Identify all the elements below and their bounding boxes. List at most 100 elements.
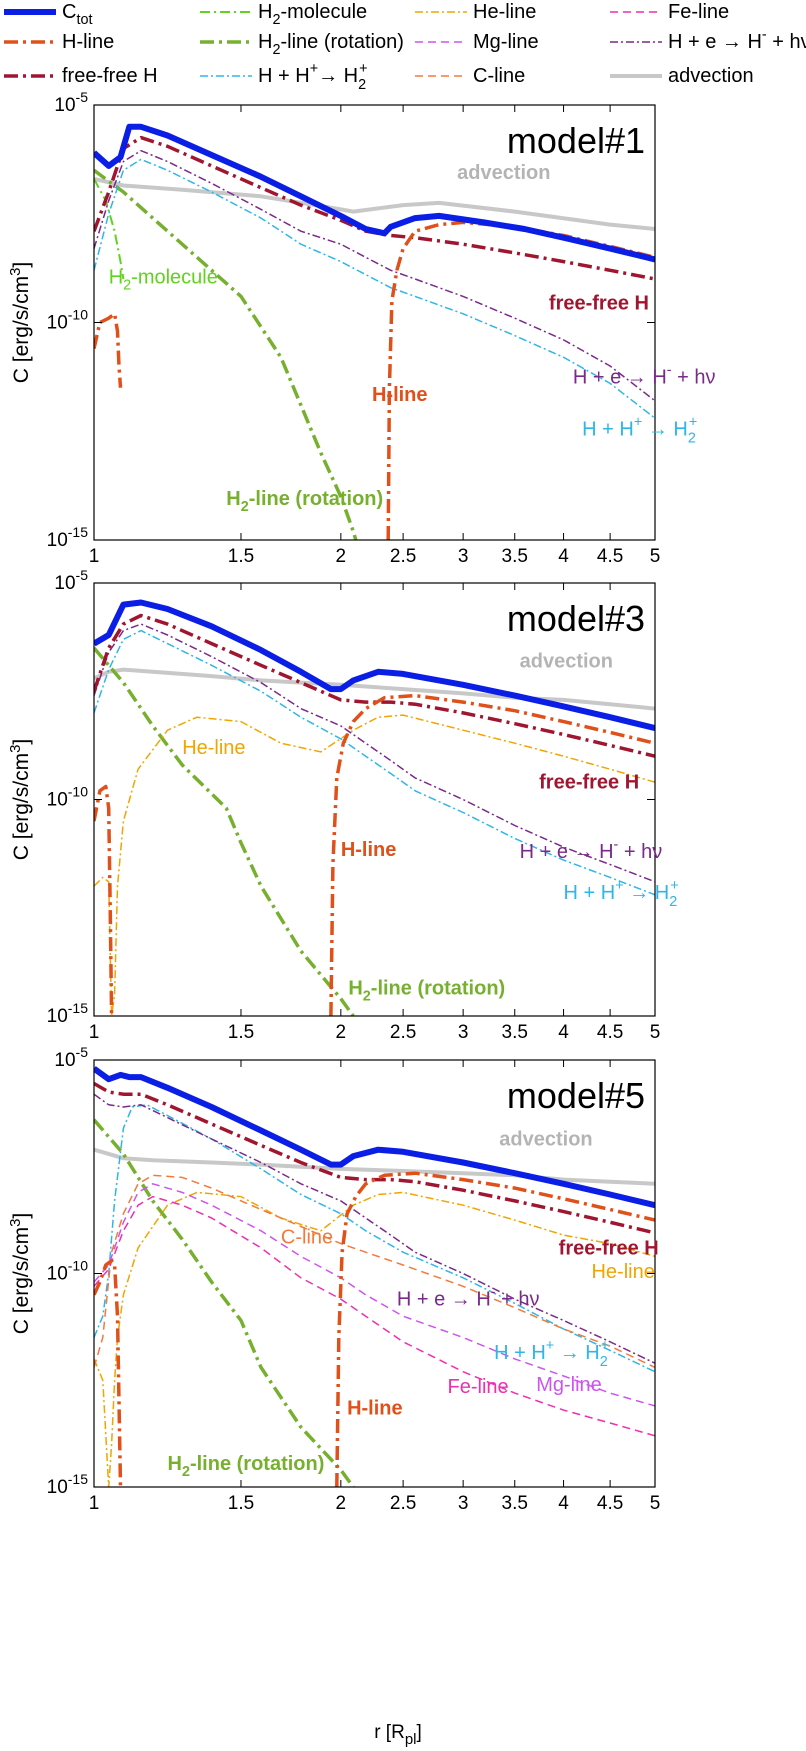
series-ffh	[94, 613, 655, 758]
legend-item-ctot: Ctot	[4, 1, 92, 28]
hline-text: H-line	[347, 1397, 403, 1419]
adv-text: advection	[457, 162, 550, 184]
x-tick-label: 3.5	[502, 1493, 528, 1514]
panel-title: model#3	[507, 598, 645, 639]
hminus-text: H + e → H- + hν	[520, 837, 663, 863]
series-adv	[94, 1147, 655, 1186]
x-tick-label: 4.5	[597, 1493, 623, 1514]
ctot-text: Ctot	[62, 1, 92, 28]
series-h2plus	[94, 1104, 655, 1373]
series-h2plus	[94, 629, 655, 896]
x-tick-label: 4.5	[597, 1022, 623, 1043]
legend-item-hminus: H + e → H- + hν	[610, 27, 806, 53]
h2rot-text: H2-line (rotation)	[226, 488, 383, 515]
x-tick-label: 2.5	[390, 1493, 416, 1514]
series-h2rot	[94, 646, 355, 1016]
legend-item-cline: C-line	[415, 65, 525, 87]
y-tick-label: 10-15	[47, 1000, 89, 1027]
legend-item-feline: Fe-line	[610, 1, 729, 23]
x-tick-label: 3.5	[502, 546, 528, 567]
series-group	[94, 123, 655, 540]
hline-text: H-line	[341, 839, 397, 861]
panel-model-2: 1 1.5 2 2.5 3 3.5 4 4.5 5 10-5 10-10 10-15 C [erg/s/…	[7, 567, 679, 1043]
heline-text: He-line	[182, 737, 245, 759]
series-ctot	[94, 599, 655, 732]
panel-title: model#1	[507, 120, 645, 161]
series-heline	[94, 714, 655, 1016]
x-tick-label: 2	[336, 1493, 347, 1514]
y-tick-label: 10-15	[47, 524, 89, 551]
x-tick-label: 5	[650, 546, 661, 567]
panel-model-1: 1 1.5 2 2.5 3 3.5 4 4.5 5 10-5 10-10 10-15 C [erg/s/…	[7, 89, 716, 567]
y-axis-label: C [erg/s/cm3]	[7, 1213, 33, 1335]
x-tick-label: 2.5	[390, 1022, 416, 1043]
legend-item-h2plus: H + H+→ H2+	[200, 61, 368, 93]
ffh-text: free-free H	[549, 292, 649, 314]
series-mgline	[94, 1183, 655, 1407]
x-tick-label: 1.5	[228, 1022, 254, 1043]
plot-frame	[93, 104, 656, 541]
series-feline	[94, 1195, 655, 1437]
x-tick-label: 2.5	[390, 546, 416, 567]
x-tick-label: 1.5	[228, 546, 254, 567]
legend-item-heline: He-line	[415, 1, 536, 23]
y-axis-label: C [erg/s/cm3]	[7, 739, 33, 861]
x-tick-label: 1	[89, 546, 100, 567]
h2mol-text: H2-molecule	[109, 266, 218, 293]
h2mol-text: H2-molecule	[258, 1, 367, 28]
x-tick-label: 4.5	[597, 546, 623, 567]
h2rot-text: H2-line (rotation)	[167, 1453, 324, 1480]
x-tick-label: 5	[650, 1493, 661, 1514]
y-tick-label: 10-5	[54, 89, 88, 116]
panel-title: model#5	[507, 1075, 645, 1116]
y-axis-label: C [erg/s/cm3]	[7, 262, 33, 384]
series-h2rot	[94, 1118, 355, 1487]
legend-item-h2rot: H2-line (rotation)	[200, 31, 404, 58]
y-tick-label: 10-10	[47, 784, 89, 811]
series-hline	[94, 1258, 123, 1487]
y-tick-label: 10-15	[47, 1471, 89, 1498]
series-ctot	[94, 123, 655, 263]
x-tick-label: 1	[89, 1493, 100, 1514]
panels: 1 1.5 2 2.5 3 3.5 4 4.5 5 10-5 10-10 10-15 C [erg/s/…	[7, 89, 716, 1514]
h2plus-text: H + H+→ H2+	[258, 61, 368, 93]
legend: Ctot H2-molecule He-line Fe-line H-line H2-li…	[4, 1, 806, 93]
y-tick-label: 10-10	[47, 1258, 89, 1285]
legend-item-ffh: free-free H	[4, 65, 158, 87]
x-tick-label: 5	[650, 1022, 661, 1043]
series-h2plus	[94, 158, 655, 419]
y-tick-label: 10-5	[54, 567, 88, 594]
series-adv	[94, 176, 655, 231]
series-h2rot	[94, 168, 358, 540]
ffh-text: free-free H	[539, 772, 639, 794]
x-axis-label: r [Rpl]	[374, 1722, 422, 1748]
x-tick-label: 3.5	[502, 1022, 528, 1043]
legend-item-adv: advection	[610, 65, 754, 87]
x-tick-label: 4	[558, 546, 569, 567]
h2rot-text: H2-line (rotation)	[258, 31, 404, 58]
x-tick-label: 2	[336, 1022, 347, 1043]
series-heline	[94, 1191, 655, 1487]
h2plus-text: H + H+ → H2+	[494, 1338, 609, 1370]
cline-text: C-line	[281, 1227, 333, 1249]
adv-text: advection	[499, 1128, 592, 1150]
ffh-text: free-free H	[559, 1237, 659, 1259]
feline-text: Fe-line	[668, 1, 729, 23]
series-ctot	[94, 1066, 655, 1209]
x-tick-label: 4	[558, 1493, 569, 1514]
x-tick-label: 3	[458, 546, 469, 567]
mgline-text: Mg-line	[536, 1374, 602, 1396]
series-hminus	[94, 1093, 655, 1364]
series-hminus	[94, 623, 655, 883]
hline-text: H-line	[62, 31, 114, 53]
y-tick-label: 10-10	[47, 307, 89, 334]
x-tick-label: 4	[558, 1022, 569, 1043]
feline-text: Fe-line	[448, 1376, 509, 1398]
h2plus-text: H + H+ → H2+	[564, 878, 679, 910]
series-hline	[94, 312, 123, 388]
series-ffh	[94, 135, 655, 281]
x-tick-label: 3	[458, 1022, 469, 1043]
mgline-text: Mg-line	[473, 31, 539, 53]
series-cline	[94, 1174, 655, 1369]
